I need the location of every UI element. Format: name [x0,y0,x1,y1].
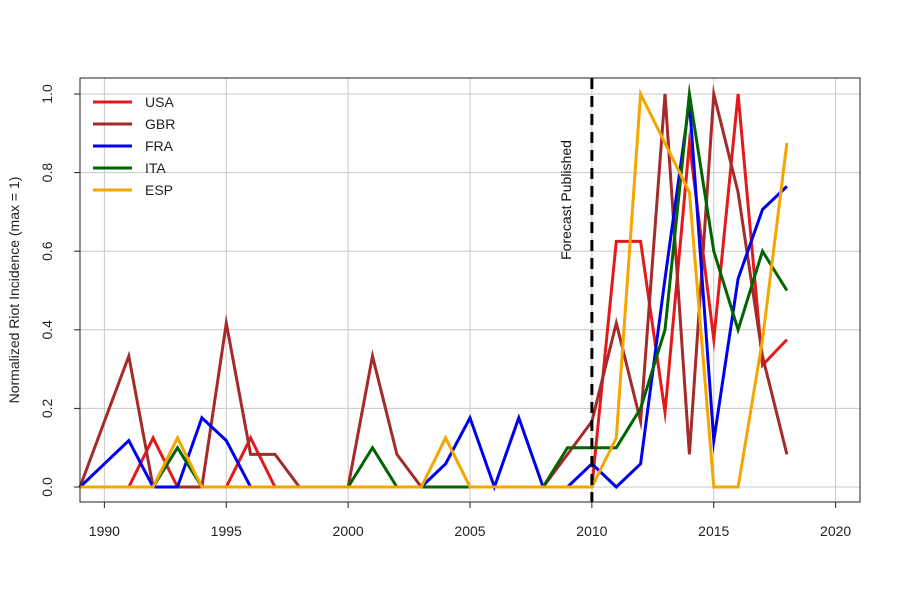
legend-label-usa: USA [145,94,174,110]
legend-label-ita: ITA [145,160,166,176]
x-tick-label: 1995 [211,523,242,539]
legend-label-esp: ESP [145,182,173,198]
legend-label-gbr: GBR [145,116,175,132]
x-tick-label: 2000 [333,523,364,539]
x-tick-label: 2015 [698,523,729,539]
x-tick-label: 2010 [576,523,607,539]
annotations: Forecast Published [558,78,594,502]
y-tick-label: 0.0 [39,477,55,497]
series-line-esp [80,88,789,489]
forecast-label: Forecast Published [558,140,574,260]
series-lines [78,82,789,492]
y-tick-label: 0.2 [39,398,55,418]
x-tick-label: 1990 [89,523,120,539]
x-tick-label: 2020 [820,523,851,539]
y-tick-label: 0.8 [39,163,55,183]
x-tick-label: 2005 [454,523,485,539]
y-tick-label: 1.0 [39,84,55,104]
plot-frame [79,77,861,503]
y-tick-label: 0.6 [39,241,55,261]
legend: USA GBR FRA ITA ESP [93,94,175,198]
y-axis-title: Normalized Riot Incidence (max = 1) [6,177,22,404]
y-tick-label: 0.4 [39,320,55,340]
legend-label-fra: FRA [145,138,174,154]
series-line-fra [78,87,788,492]
